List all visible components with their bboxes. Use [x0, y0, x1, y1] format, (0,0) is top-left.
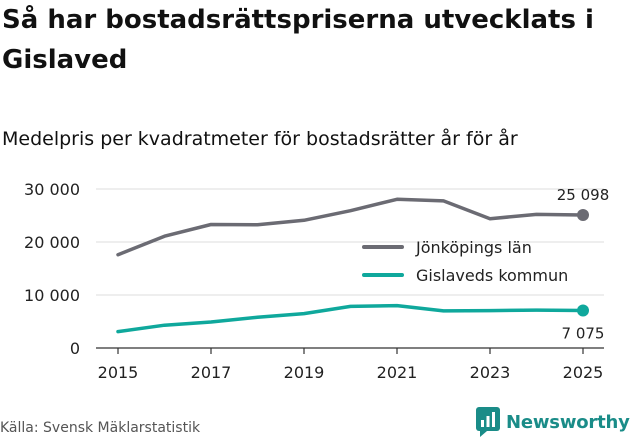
end-marker-jonkopings-lan	[577, 208, 589, 221]
y-tick-label: 10 000	[24, 286, 80, 305]
x-tick-label: 2025	[563, 363, 604, 382]
brand-name: Newsworthy	[506, 411, 630, 433]
legend-label-gislaveds-kommun: Gislaveds kommun	[416, 266, 568, 285]
end-label-gislaveds-kommun: 7 075	[562, 325, 605, 343]
series-line-jonkopings-lan	[116, 197, 585, 257]
x-tick-label: 2019	[284, 363, 325, 382]
y-tick-label: 0	[70, 339, 80, 358]
x-tick-label: 2015	[98, 363, 139, 382]
y-tick-label: 20 000	[24, 233, 80, 252]
series-line-gislaveds-kommun	[116, 303, 585, 334]
newsworthy-logo-icon	[476, 407, 500, 437]
x-tick-label: 2023	[470, 363, 511, 382]
source-note: Källa: Svensk Mäklarstatistik	[0, 420, 201, 436]
x-tick-label: 2017	[191, 363, 232, 382]
brand-logo: Newsworthy	[476, 406, 630, 438]
legend-label-jonkopings-lan: Jönköpings län	[415, 238, 532, 257]
end-marker-gislaveds-kommun	[577, 304, 589, 317]
chart-title: Så har bostadsrättspriserna utvecklats i…	[2, 5, 594, 75]
y-tick-label: 30 000	[24, 180, 80, 199]
chart-subtitle: Medelpris per kvadratmeter för bostadsrä…	[2, 128, 518, 150]
end-label-jonkopings-lan: 25 098	[557, 186, 610, 204]
x-tick-label: 2021	[377, 363, 418, 382]
